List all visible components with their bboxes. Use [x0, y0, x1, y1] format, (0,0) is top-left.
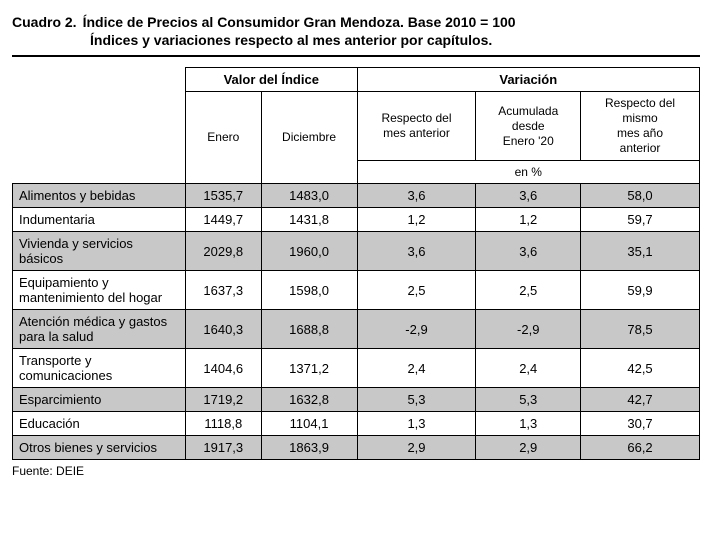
row-label: Educación [13, 412, 186, 436]
cell: 1404,6 [186, 349, 262, 388]
cell: 1,2 [357, 208, 476, 232]
cell: 2,9 [476, 436, 581, 460]
cell: 1118,8 [186, 412, 262, 436]
title-line1: Índice de Precios al Consumidor Gran Men… [83, 14, 516, 30]
cell: 59,7 [581, 208, 700, 232]
cell: 1483,0 [261, 184, 357, 208]
cell: 3,6 [476, 232, 581, 271]
cell: 2029,8 [186, 232, 262, 271]
cell: 1598,0 [261, 271, 357, 310]
cell: 3,6 [357, 184, 476, 208]
cell: 1,3 [357, 412, 476, 436]
row-label: Transporte y comunicaciones [13, 349, 186, 388]
table-row: Otros bienes y servicios 1917,3 1863,9 2… [13, 436, 700, 460]
cell: 5,3 [357, 388, 476, 412]
row-label: Otros bienes y servicios [13, 436, 186, 460]
table-row: Esparcimiento 1719,2 1632,8 5,3 5,3 42,7 [13, 388, 700, 412]
table-title: Cuadro 2. Índice de Precios al Consumidor… [12, 14, 700, 57]
header-valor-group: Valor del Índice [186, 68, 358, 92]
cell: 1,2 [476, 208, 581, 232]
cell: 2,4 [357, 349, 476, 388]
table-row: Indumentaria 1449,7 1431,8 1,2 1,2 59,7 [13, 208, 700, 232]
cell: 1104,1 [261, 412, 357, 436]
cell: 1431,8 [261, 208, 357, 232]
table-row: Equipamiento y mantenimiento del hogar 1… [13, 271, 700, 310]
cell: -2,9 [476, 310, 581, 349]
cell: 30,7 [581, 412, 700, 436]
cell: 2,9 [357, 436, 476, 460]
row-label: Vivienda y servicios básicos [13, 232, 186, 271]
cell: 1632,8 [261, 388, 357, 412]
header-respecto-anio: Respecto del mismo mes año anterior [581, 92, 700, 161]
cell: 66,2 [581, 436, 700, 460]
cell: 1637,3 [186, 271, 262, 310]
cell: 1960,0 [261, 232, 357, 271]
cell: 2,4 [476, 349, 581, 388]
table-row: Vivienda y servicios básicos 2029,8 1960… [13, 232, 700, 271]
header-acumulada: Acumulada desde Enero '20 [476, 92, 581, 161]
row-label: Alimentos y bebidas [13, 184, 186, 208]
cell: 1449,7 [186, 208, 262, 232]
row-label: Atención médica y gastos para la salud [13, 310, 186, 349]
header-variacion-group: Variación [357, 68, 699, 92]
header-diciembre: Diciembre [261, 92, 357, 184]
cell: 2,5 [357, 271, 476, 310]
cell: 58,0 [581, 184, 700, 208]
cell: 78,5 [581, 310, 700, 349]
header-en-pct: en % [357, 161, 699, 184]
row-label: Equipamiento y mantenimiento del hogar [13, 271, 186, 310]
source-note: Fuente: DEIE [12, 464, 700, 478]
row-label: Indumentaria [13, 208, 186, 232]
table-row: Transporte y comunicaciones 1404,6 1371,… [13, 349, 700, 388]
header-corner [13, 68, 186, 184]
cell: 1371,2 [261, 349, 357, 388]
cell: 59,9 [581, 271, 700, 310]
cuadro-label: Cuadro 2. [12, 14, 77, 30]
cell: 3,6 [357, 232, 476, 271]
table-row: Atención médica y gastos para la salud 1… [13, 310, 700, 349]
cell: 42,7 [581, 388, 700, 412]
row-label: Esparcimiento [13, 388, 186, 412]
cell: 1640,3 [186, 310, 262, 349]
title-line2: Índices y variaciones respecto al mes an… [12, 32, 700, 50]
cell: 1863,9 [261, 436, 357, 460]
cell: 1,3 [476, 412, 581, 436]
cell: 42,5 [581, 349, 700, 388]
cell: 2,5 [476, 271, 581, 310]
cell: -2,9 [357, 310, 476, 349]
header-enero: Enero [186, 92, 262, 184]
cell: 35,1 [581, 232, 700, 271]
cell: 1917,3 [186, 436, 262, 460]
cell: 5,3 [476, 388, 581, 412]
table-row: Educación 1118,8 1104,1 1,3 1,3 30,7 [13, 412, 700, 436]
cell: 1535,7 [186, 184, 262, 208]
cell: 1688,8 [261, 310, 357, 349]
table-row: Alimentos y bebidas 1535,7 1483,0 3,6 3,… [13, 184, 700, 208]
cell: 3,6 [476, 184, 581, 208]
cell: 1719,2 [186, 388, 262, 412]
header-respecto-mes: Respecto del mes anterior [357, 92, 476, 161]
ipc-table: Valor del Índice Variación Enero Diciemb… [12, 67, 700, 460]
